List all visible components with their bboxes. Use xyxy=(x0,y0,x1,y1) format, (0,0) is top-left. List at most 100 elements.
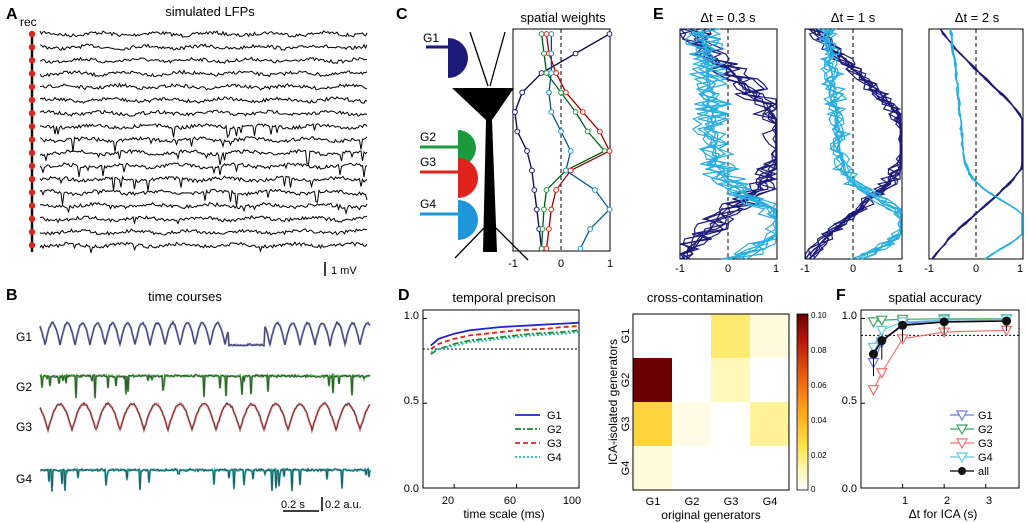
temporal-ytick-0: 0.0 xyxy=(404,483,419,495)
lfp-trace xyxy=(39,109,368,117)
temporal-xtick-20: 20 xyxy=(442,495,454,507)
weight-point xyxy=(577,245,584,252)
weight-point xyxy=(567,148,574,154)
lfp-trace xyxy=(39,30,368,38)
basal-dendrite-right xyxy=(495,227,529,261)
weight-curve-outline-g1 xyxy=(514,33,610,249)
heatmap-cell xyxy=(750,358,789,402)
e2-xtick-1: 1 xyxy=(897,263,903,275)
weight-point xyxy=(572,50,579,57)
ica-curve xyxy=(931,28,1023,260)
time-course-traces xyxy=(39,320,371,493)
temporal-ticks xyxy=(423,317,580,489)
synapse-g2-icon xyxy=(458,130,476,166)
c-xtick-m1: -1 xyxy=(508,258,518,270)
lfp-trace xyxy=(39,43,368,51)
weight-point xyxy=(606,31,613,37)
e2-xtick-0: 0 xyxy=(850,263,856,275)
heatmap-cell xyxy=(672,314,711,358)
accuracy-legend: G1 G2 G3 G4 all xyxy=(950,410,993,478)
tc-label-g1: G1 xyxy=(16,330,32,344)
temporal-line-g4 xyxy=(430,331,580,354)
weight-curve-outline-g2 xyxy=(541,33,605,249)
weight-curve-outline-g3 xyxy=(546,33,610,249)
acc-line-g3 xyxy=(872,329,1007,390)
weight-point xyxy=(558,89,564,96)
temporal-xtick-100: 100 xyxy=(563,495,581,507)
lfp-trace xyxy=(39,241,368,253)
weight-point xyxy=(606,206,613,213)
heatmap-cell xyxy=(711,402,750,446)
legend-label-g1: G1 xyxy=(547,410,562,422)
acc-ytick-0: 0.0 xyxy=(842,483,857,495)
panel-c: C spatial weights G1 G2 G3 G4 -1 0 1 xyxy=(396,6,613,270)
electrode-contact xyxy=(28,202,36,209)
acc-legend-g3: G3 xyxy=(978,438,993,450)
heatmap-cell xyxy=(672,446,711,490)
time-course-overlay-g3 xyxy=(39,401,371,432)
electrode-contact xyxy=(28,136,36,143)
ica-curve xyxy=(932,28,1023,260)
weight-point xyxy=(538,245,545,252)
ica-curve xyxy=(817,28,902,260)
acc-ytick-05: 0.5 xyxy=(842,395,857,407)
tc-label-g4: G4 xyxy=(16,472,32,486)
electrode-contact xyxy=(28,123,36,130)
acc-point-g3 xyxy=(875,368,888,379)
heat-row-g2: G2 xyxy=(620,373,632,388)
acc-point-g3 xyxy=(867,385,880,396)
weight-point xyxy=(541,206,547,213)
legend-label-g4: G4 xyxy=(547,452,562,464)
acc-ytick-1: 1.0 xyxy=(842,310,857,322)
ica-curve xyxy=(685,28,777,260)
e-curves xyxy=(678,28,1023,260)
heatmap-cell xyxy=(633,446,672,490)
weight-curve-g4 xyxy=(548,34,611,249)
temporal-line-g3 xyxy=(430,325,580,350)
heatmap-cell xyxy=(633,314,672,358)
heatmap-cell xyxy=(711,358,750,402)
tc-label-g2: G2 xyxy=(16,380,32,394)
e1-xtick-0: 0 xyxy=(725,263,731,275)
cb-tick-008: 0.08 xyxy=(811,346,827,355)
time-scale-label: 0.2 s xyxy=(281,499,305,511)
weight-curve-g3 xyxy=(545,33,611,249)
acc-point-all xyxy=(1002,316,1012,326)
weight-point xyxy=(512,109,518,115)
heat-row-g3: G3 xyxy=(620,417,632,432)
temporal-line-g1 xyxy=(430,321,580,347)
synapse-g3-icon xyxy=(458,158,478,198)
lfp-trace xyxy=(39,188,368,207)
acc-legend-marker-g1 xyxy=(955,410,969,422)
lfp-title: simulated LFPs xyxy=(165,4,255,19)
heatmap-frame xyxy=(632,313,790,491)
cb-tick-010: 0.10 xyxy=(811,311,827,320)
acc-legend-g4: G4 xyxy=(978,452,993,464)
amp-scale-label: 0.2 a.u. xyxy=(325,499,362,511)
temporal-xlabel: time scale (ms) xyxy=(463,507,544,521)
temporal-xtick-60: 60 xyxy=(504,495,516,507)
weight-point xyxy=(543,245,550,252)
electrode-contact xyxy=(28,176,36,183)
spatial-weights-curves xyxy=(512,31,613,252)
weight-point xyxy=(548,50,555,57)
lfp-trace xyxy=(39,175,368,191)
weight-point xyxy=(579,109,586,115)
panel-d: D temporal precison 20 60 100 0.0 0.5 1.… xyxy=(398,287,827,522)
ica-curve xyxy=(950,28,1023,260)
panel-letter-a: A xyxy=(6,6,18,23)
accuracy-lines xyxy=(861,314,1019,396)
weight-point xyxy=(531,187,538,193)
heat-row-g4: G4 xyxy=(620,461,632,476)
weight-point xyxy=(519,89,526,96)
cb-tick-004: 0.04 xyxy=(811,416,827,425)
electrode-contact xyxy=(28,162,36,170)
heat-col-g1: G1 xyxy=(646,496,661,508)
weight-point xyxy=(533,206,540,213)
heat-col-g4: G4 xyxy=(763,496,778,508)
acc-point-all xyxy=(868,349,878,359)
temporal-legend: G1 G2 G3 G4 xyxy=(515,410,562,464)
weight-point xyxy=(538,31,545,37)
basal-dendrite-left xyxy=(454,227,485,259)
heatmap-cell xyxy=(672,358,711,402)
